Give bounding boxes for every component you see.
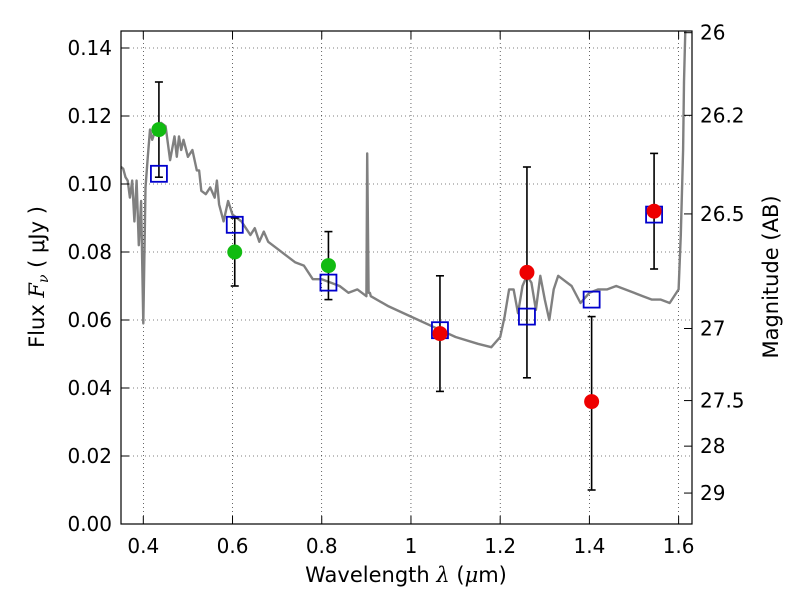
x-axis-label-prefix: Wavelength xyxy=(305,563,436,587)
model-spectrum xyxy=(121,31,687,349)
x-tick-label: 1.2 xyxy=(484,534,516,558)
observed-nir-point xyxy=(519,264,535,280)
y-axis-label-unit: ( μJy ) xyxy=(25,206,49,274)
x-tick-label: 1.4 xyxy=(573,534,605,558)
observed-nir-point xyxy=(584,394,600,410)
model-photometry-square xyxy=(150,164,168,183)
axis-ticks: 0.4 0.6 0.8 1 1.2 1.4 1.6 0.00 0.02 0.04 0.06 0.08 0… xyxy=(67,21,744,558)
y-tick-label: 0.12 xyxy=(67,104,112,128)
observed-nir-point xyxy=(646,203,662,219)
y-tick-label: 0.06 xyxy=(67,308,112,332)
model-photometry-square xyxy=(225,215,244,234)
grid-lines xyxy=(121,31,692,525)
y2-tick-label: 29 xyxy=(700,481,725,505)
x-axis-label-symbol: λ xyxy=(435,563,449,587)
y2-tick-label: 26.5 xyxy=(700,202,745,226)
y-axis-label: Flux Fν ( μJy ) xyxy=(25,206,52,348)
model-photometry-square xyxy=(518,307,536,326)
observed-optical-point xyxy=(151,122,167,138)
x-axis-label: Wavelength λ (μm) xyxy=(305,563,507,587)
x-tick-label: 1 xyxy=(405,534,418,558)
y-axis-label-prefix: Flux xyxy=(25,298,49,348)
y-axis-label-symbol: F xyxy=(25,282,49,299)
observed-optical-point xyxy=(320,258,336,274)
y2-axis-label: Magnitude (AB) xyxy=(759,195,783,358)
y2-tick-label: 26.2 xyxy=(700,103,745,127)
y2-tick-label: 26 xyxy=(700,21,725,45)
y2-tick-label: 28 xyxy=(700,434,725,458)
observed-optical-point xyxy=(227,244,243,260)
x-axis-label-unit-close: m) xyxy=(478,563,507,587)
y2-tick-label: 27.5 xyxy=(700,389,745,413)
x-tick-label: 0.8 xyxy=(306,534,338,558)
error-bars xyxy=(154,81,659,491)
x-tick-label: 0.6 xyxy=(217,534,249,558)
x-tick-label: 1.6 xyxy=(663,534,695,558)
x-tick-label: 0.4 xyxy=(127,534,159,558)
model-spectrum-line xyxy=(121,31,687,349)
plot-frame xyxy=(120,30,693,525)
y-tick-label: 0.04 xyxy=(67,376,112,400)
model-photometry-square xyxy=(582,290,601,309)
x-axis-label-unit-mu: μ xyxy=(465,563,479,587)
y-tick-label: 0.02 xyxy=(67,444,112,468)
y-tick-label: 0.14 xyxy=(67,36,112,60)
x-axis-label-unit-open: ( xyxy=(450,563,465,587)
y2-tick-label: 27 xyxy=(700,317,725,341)
observed-nir-point xyxy=(432,326,448,342)
y-axis-label-subscript: ν xyxy=(36,274,52,283)
model-photometry-square xyxy=(319,273,338,292)
y-tick-label: 0.10 xyxy=(67,172,112,196)
observed-points xyxy=(151,122,662,410)
y-tick-label: 0.08 xyxy=(67,240,112,264)
y-tick-label: 0.00 xyxy=(67,512,112,536)
